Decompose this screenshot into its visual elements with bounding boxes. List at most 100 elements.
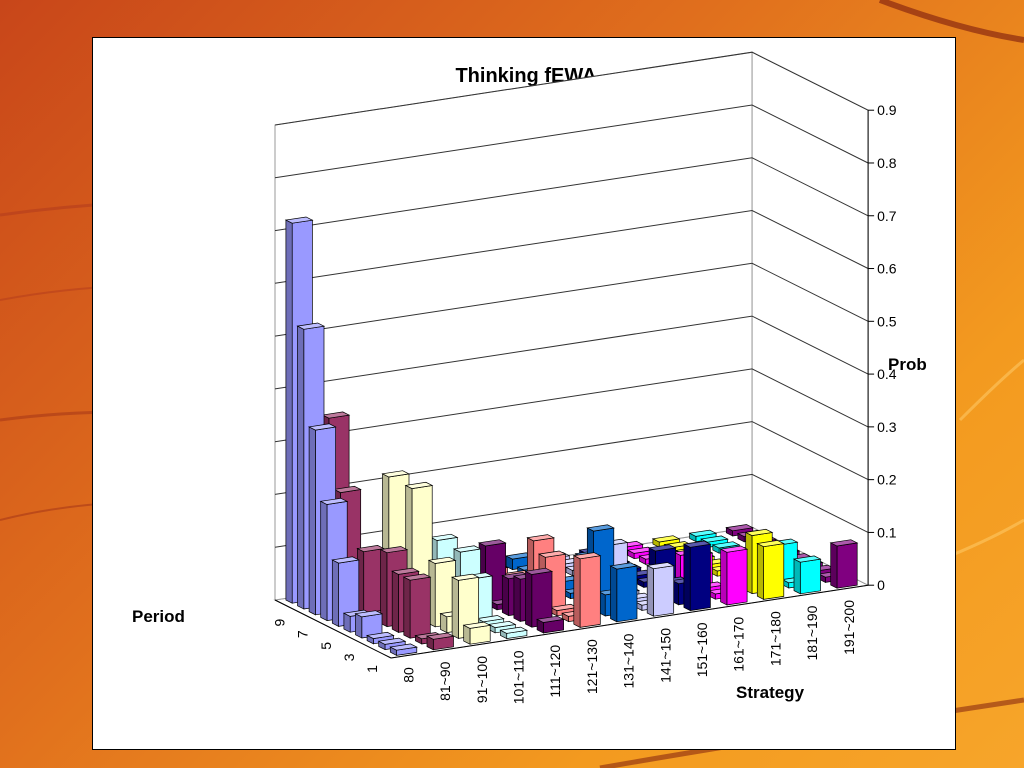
x-tick-label: 191~200 [841,600,857,655]
bar-front [579,555,601,628]
bar-top [365,631,395,639]
bar-side [525,570,533,628]
bar-top [381,470,411,478]
z-tick-label: 0.6 [877,261,897,277]
z-tick-label: 0.3 [877,419,897,435]
x-tick-label: 141~150 [657,628,673,683]
gridline [274,368,869,443]
x-tick-label: 151~160 [694,622,710,677]
bar-111~120-period-2 [524,567,554,628]
bar-side [756,542,764,600]
bar-top [402,573,432,581]
z-tick-label: 0.9 [877,102,897,118]
bar-side [403,576,411,639]
bar-top [646,562,675,570]
bar-top [524,567,554,575]
bar-side [308,426,316,616]
gridline [274,104,869,179]
chart-area: Thinking fEWA 0 0.1 0.2 0.3 0.4 0.5 0.6 0.7 0.8 0… [92,37,956,750]
bar-131~140-period-1 [609,562,639,623]
bar-top [756,540,785,548]
x-tick-label: 80 [400,667,416,683]
bar-91~100-period-1 [462,621,492,645]
bar-side [573,555,581,628]
chart-plot: Thinking fEWA 00.10.20.30.40.50.60.70.80… [132,51,927,704]
bar-top [688,529,718,537]
bar-top [391,567,420,575]
bar-top [377,637,407,645]
bar-side [320,500,328,622]
bar-front [616,565,638,623]
bar-top [586,524,615,532]
bar-front [409,576,431,639]
x-tick-label: 101~110 [511,650,527,704]
bar-side [355,613,363,639]
bar-top [429,533,459,541]
y-tick-label: 3 [341,653,357,661]
x-tick-label: 111~120 [547,645,563,698]
y-tick-label: 7 [295,630,311,638]
bar-181~190-period-10 [688,529,718,543]
bar-top [477,539,507,547]
bar-top [504,552,534,560]
bar-80-period-6 [331,556,360,627]
z-tick-label: 0 [877,577,885,593]
bar-side [391,570,399,633]
bar-181~190-period-1 [792,555,822,595]
bar-top [537,550,567,558]
bar-80-period-1 [389,643,418,656]
gridline [274,51,869,126]
x-tick-label: 131~140 [621,633,637,688]
z-tick-label: 0.4 [877,366,897,382]
x-tick-label: 81~90 [437,661,453,701]
bar-top [450,573,480,581]
bar-top [462,621,492,629]
bar-81~90-period-7 [356,545,386,616]
bar-141~150-period-1 [646,562,675,617]
bar-top [526,534,556,542]
z-tick-label: 0.7 [877,208,897,224]
bar-top [572,552,602,560]
bar-top [711,541,741,549]
z-axis-label: Prob [888,355,927,374]
bar-side [331,559,339,627]
gridline [274,209,869,284]
bar-front [726,548,748,606]
bar-side [285,219,293,604]
gridline [274,315,869,390]
bar-top [284,216,314,224]
bar-top [499,626,529,634]
bar-side [297,325,305,610]
x-axis-line [390,584,869,659]
gridline [274,473,869,548]
bar-top [356,545,386,553]
bar-161~170-period-1 [719,545,749,606]
bar-81~90-period-3 [402,573,432,639]
bar-191~200-period-1 [829,539,859,589]
y-axis-label: Period [132,607,185,626]
y-tick-label: 5 [318,642,334,650]
y-tick-label: 1 [364,665,380,673]
bar-top [609,562,639,570]
gridline [274,262,869,337]
bar-top [719,545,749,553]
bar-top [535,615,565,623]
bar-front [653,565,675,617]
bar-top [354,610,384,618]
bar-top [651,535,681,543]
bar-top [700,535,729,543]
bar-side [646,564,654,617]
bar-side [451,576,459,639]
bar-91~100-period-2 [450,573,480,639]
bar-side [793,558,801,595]
bar-side [830,542,838,589]
bar-side [513,575,521,622]
bar-top [389,643,418,651]
y-tick-label: 9 [271,618,287,626]
bar-top [476,615,505,623]
bar-top [725,524,754,532]
bar-side [720,548,728,606]
bar-top [321,411,351,419]
z-tick-label: 0.1 [877,524,897,540]
